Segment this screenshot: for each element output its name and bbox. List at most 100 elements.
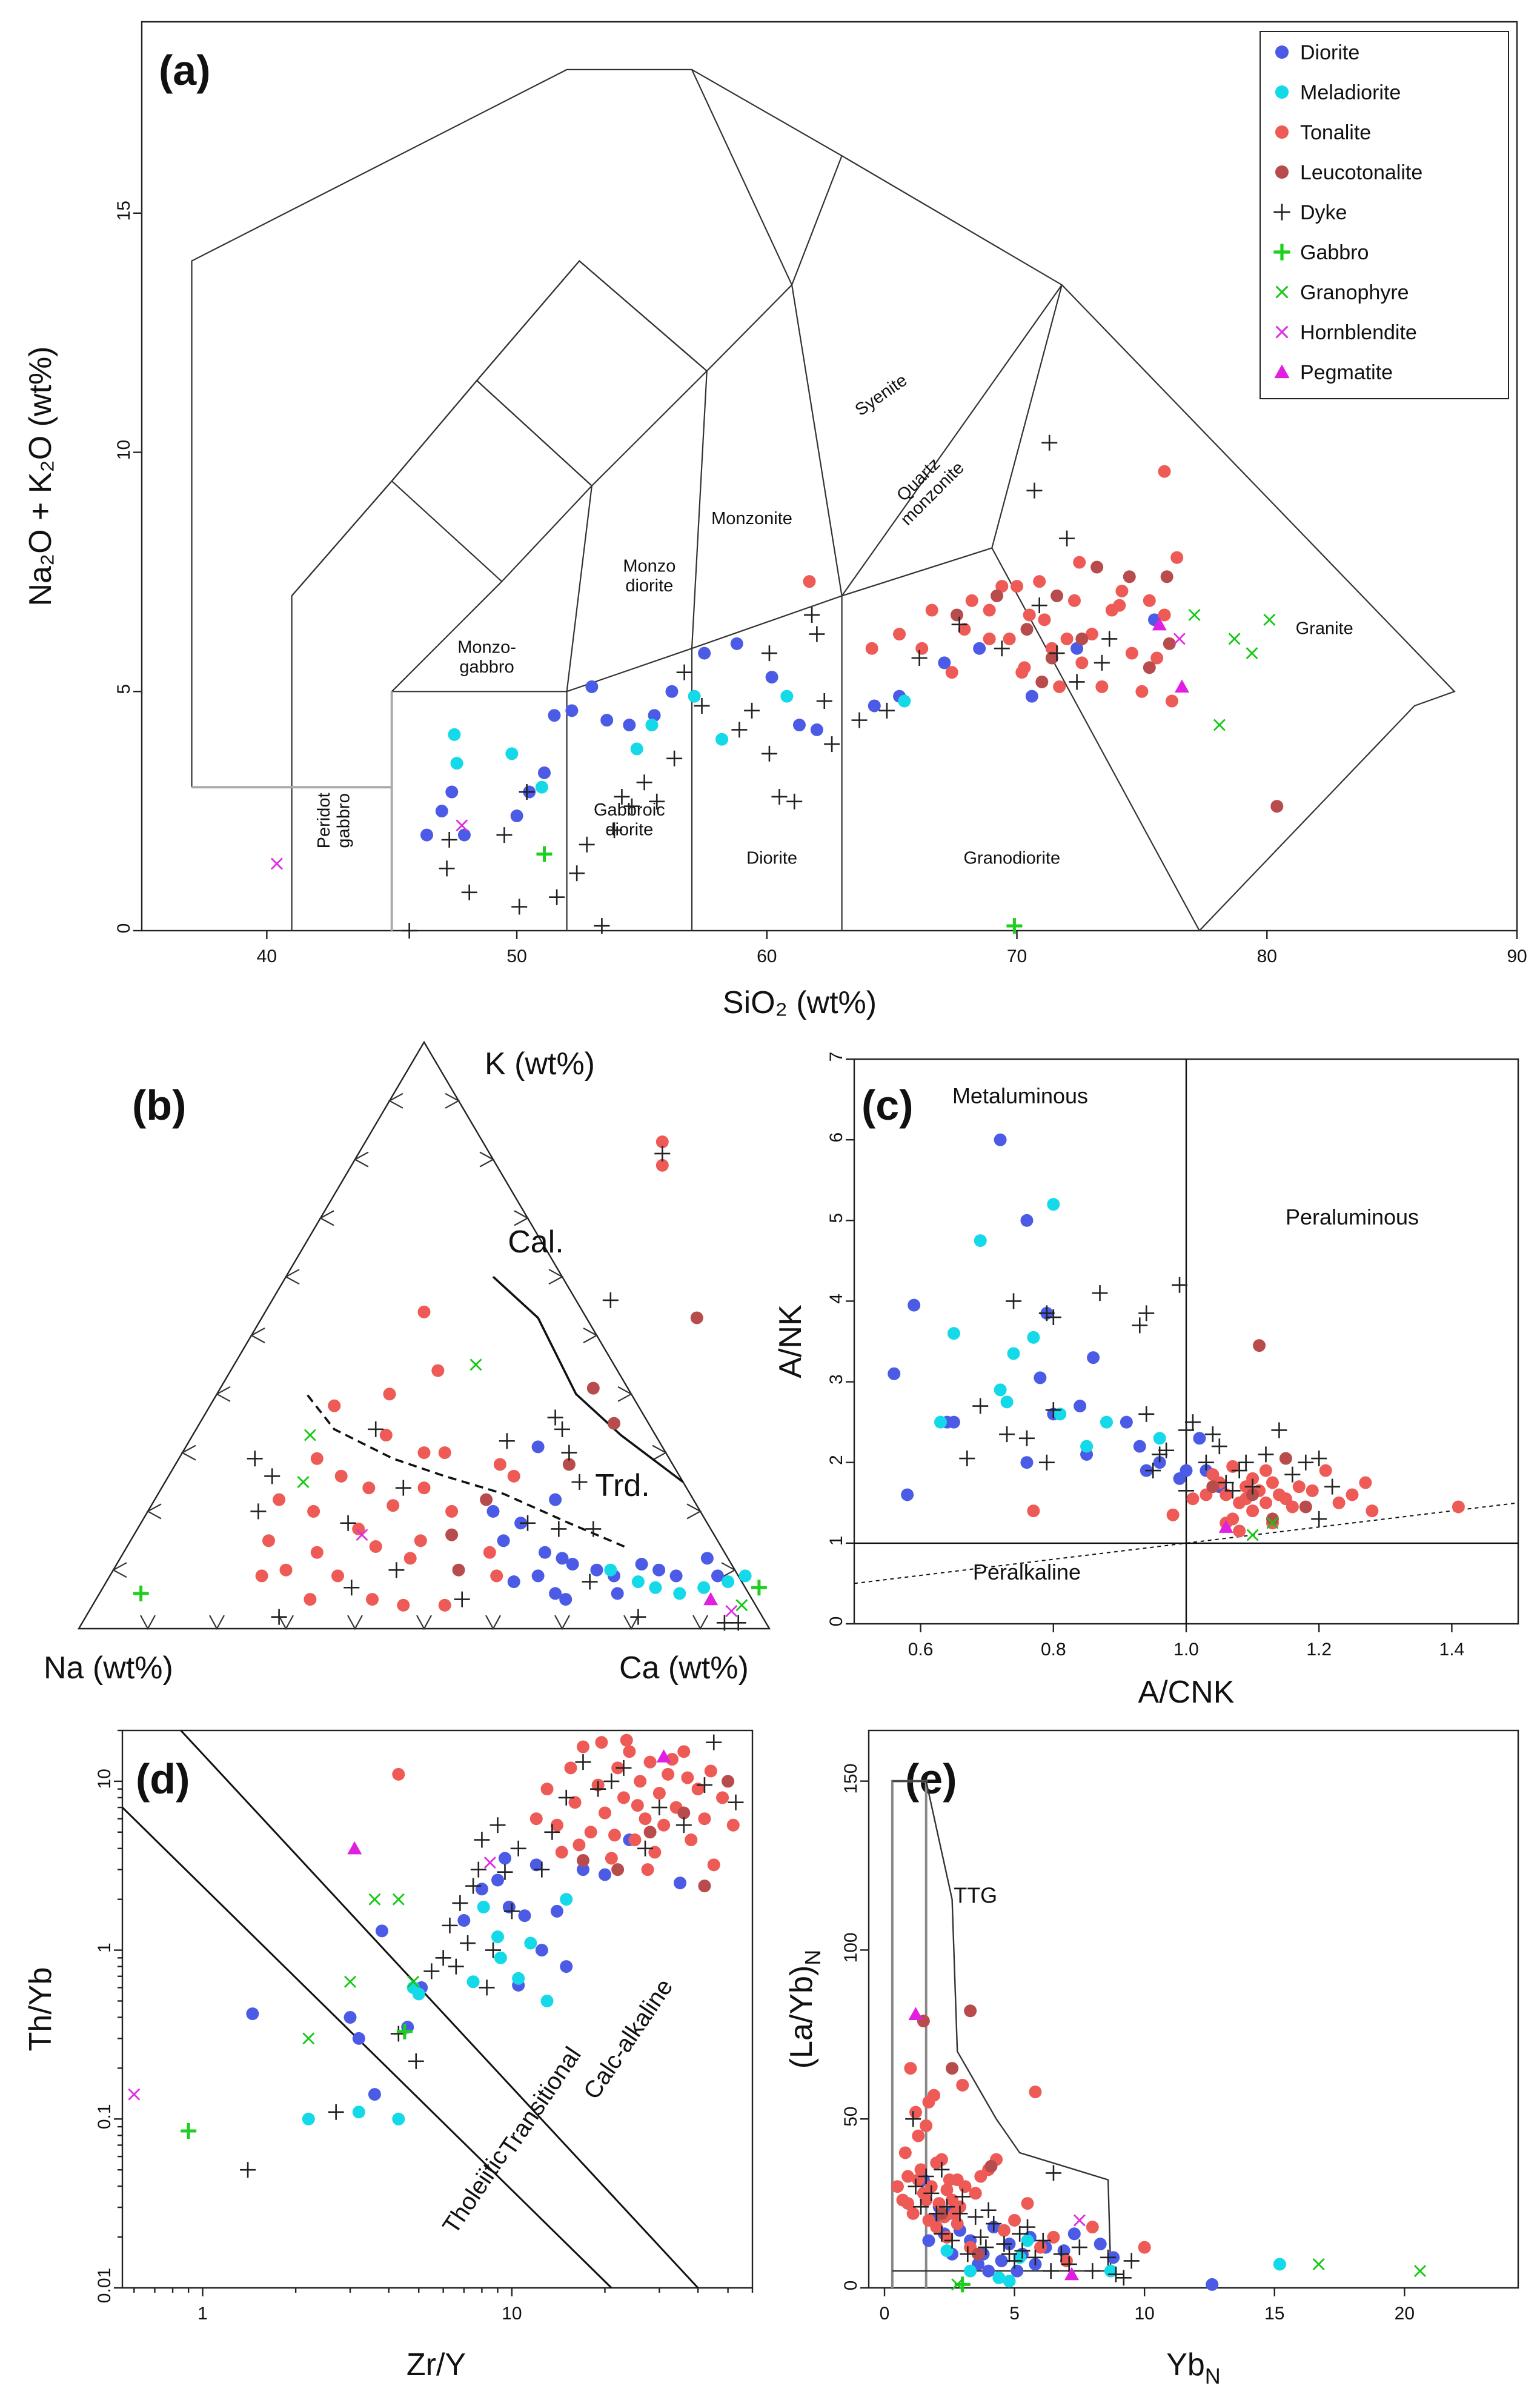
dyke-marker: [441, 832, 457, 848]
tonalite-marker: [665, 1753, 679, 1766]
panel-b-ticks: [111, 1092, 737, 1630]
diorite-marker: [498, 1852, 511, 1865]
tonalite-marker: [920, 2193, 933, 2207]
diorite-marker: [457, 1914, 471, 1927]
tonalite-marker: [685, 1833, 698, 1847]
panel-e-region-labels: TTG: [954, 1883, 997, 1907]
y-tick-label: 100: [841, 1932, 861, 1963]
dyke-marker: [928, 2205, 944, 2222]
tonalite-marker: [403, 1552, 417, 1565]
dyke-marker: [1045, 1402, 1061, 1418]
hornblendite-marker: [456, 819, 468, 832]
tonalite-marker: [716, 1791, 729, 1804]
meladiorite-marker: [994, 1383, 1007, 1397]
tonalite-marker: [1029, 2086, 1042, 2099]
pegmatite-marker: [1152, 617, 1167, 631]
meladiorite-marker: [412, 1987, 425, 2001]
tonalite-marker: [1170, 551, 1184, 564]
diorite-marker: [497, 1534, 510, 1547]
curve-trd-: [305, 1393, 625, 1548]
tonalite-marker: [273, 1493, 286, 1506]
dyke-marker: [972, 2229, 989, 2245]
meladiorite-marker: [673, 1587, 686, 1600]
tonalite-marker: [352, 1522, 365, 1535]
tonalite-marker: [1135, 685, 1149, 698]
tonalite-marker: [901, 2170, 915, 2183]
region-granite: Granite: [1296, 619, 1353, 639]
meladiorite-marker: [1003, 2275, 1016, 2288]
x-tick-label: 1: [197, 2304, 208, 2324]
meladiorite-marker: [1080, 1440, 1094, 1453]
diorite-marker: [982, 2264, 995, 2278]
meladiorite-marker: [631, 1575, 645, 1589]
meladiorite-marker: [1027, 1331, 1040, 1344]
dyke-marker: [571, 1474, 588, 1490]
y-tick-label: 0.01: [95, 2268, 115, 2303]
dyke-marker: [1107, 2266, 1124, 2282]
panel-c: (c) MetaluminousPeraluminousPeralkaline …: [773, 1052, 1519, 1710]
tonalite-marker: [914, 2163, 928, 2176]
region-peridot-gabbro-line: Peridot: [314, 793, 334, 848]
tonalite-marker: [1260, 1464, 1273, 1477]
panel-d-label: (d): [136, 1755, 190, 1803]
dyke-marker: [503, 1903, 520, 1919]
diorite-marker: [445, 785, 459, 799]
tonalite-marker: [307, 1504, 320, 1518]
y-tick-label: 4: [826, 1294, 846, 1304]
leucotonalite-marker: [1090, 560, 1104, 574]
dyke-marker: [344, 1580, 360, 1596]
leucotonalite-marker: [611, 1863, 625, 1876]
ternary-tick: [181, 1444, 196, 1461]
ternary-tick: [548, 1269, 564, 1285]
y-tick-label: 1: [95, 1943, 115, 1953]
tonalite-marker: [1095, 680, 1109, 693]
tonalite-marker: [383, 1388, 396, 1401]
tonalite-marker: [304, 1593, 317, 1606]
tonalite-marker: [598, 1806, 611, 1820]
granophyre-marker: [1188, 608, 1201, 621]
leucotonalite-marker: [991, 589, 1004, 602]
tonalite-marker: [655, 1158, 669, 1172]
dyke-marker: [939, 2199, 955, 2215]
tonalite-marker: [529, 1812, 543, 1826]
diorite-marker: [1180, 1464, 1193, 1477]
leucotonalite-marker: [972, 2247, 984, 2261]
tonalite-marker: [951, 2217, 964, 2230]
dyke-marker: [809, 626, 825, 642]
dyke-marker: [1145, 1463, 1161, 1479]
tonalite-marker: [891, 2180, 904, 2193]
meladiorite-marker: [974, 1234, 987, 1248]
granophyre-marker: [302, 2032, 315, 2045]
leucotonalite-marker: [677, 1806, 691, 1820]
dyke-marker: [676, 664, 692, 680]
diorite-marker: [549, 1587, 562, 1600]
tonalite-marker: [1073, 556, 1086, 569]
tonalite-marker: [893, 628, 906, 641]
diorite-marker: [810, 723, 823, 736]
tonalite-marker: [997, 2224, 1011, 2237]
x-tick-label: 90: [1507, 946, 1527, 966]
x-tick-label: 1.0: [1173, 1640, 1199, 1660]
tas-boundary: [841, 284, 1063, 597]
diorite-marker: [375, 1924, 388, 1938]
diorite-marker: [611, 1587, 624, 1600]
dyke-marker: [1049, 645, 1065, 662]
meladiorite-marker: [649, 1581, 662, 1594]
dyke-marker: [905, 2111, 921, 2127]
legend-label-leucotonalite: Leucotonalite: [1300, 161, 1422, 184]
meladiorite-marker: [722, 1575, 735, 1589]
meladiorite-marker: [505, 747, 519, 760]
diorite-marker: [973, 642, 986, 655]
dyke-marker: [519, 784, 535, 800]
diorite-marker: [938, 656, 951, 670]
dyke-marker: [1224, 1483, 1241, 1499]
x-tick-label: 0.8: [1041, 1640, 1066, 1660]
panel-c-ylabel: A/NK: [773, 1305, 808, 1378]
leucotonalite-marker: [690, 1311, 703, 1324]
diorite-marker: [457, 828, 471, 842]
meladiorite-marker: [477, 1900, 490, 1913]
leucotonalite-marker: [1275, 165, 1289, 179]
granophyre-marker: [368, 1893, 381, 1906]
granophyre-marker: [392, 1893, 405, 1906]
